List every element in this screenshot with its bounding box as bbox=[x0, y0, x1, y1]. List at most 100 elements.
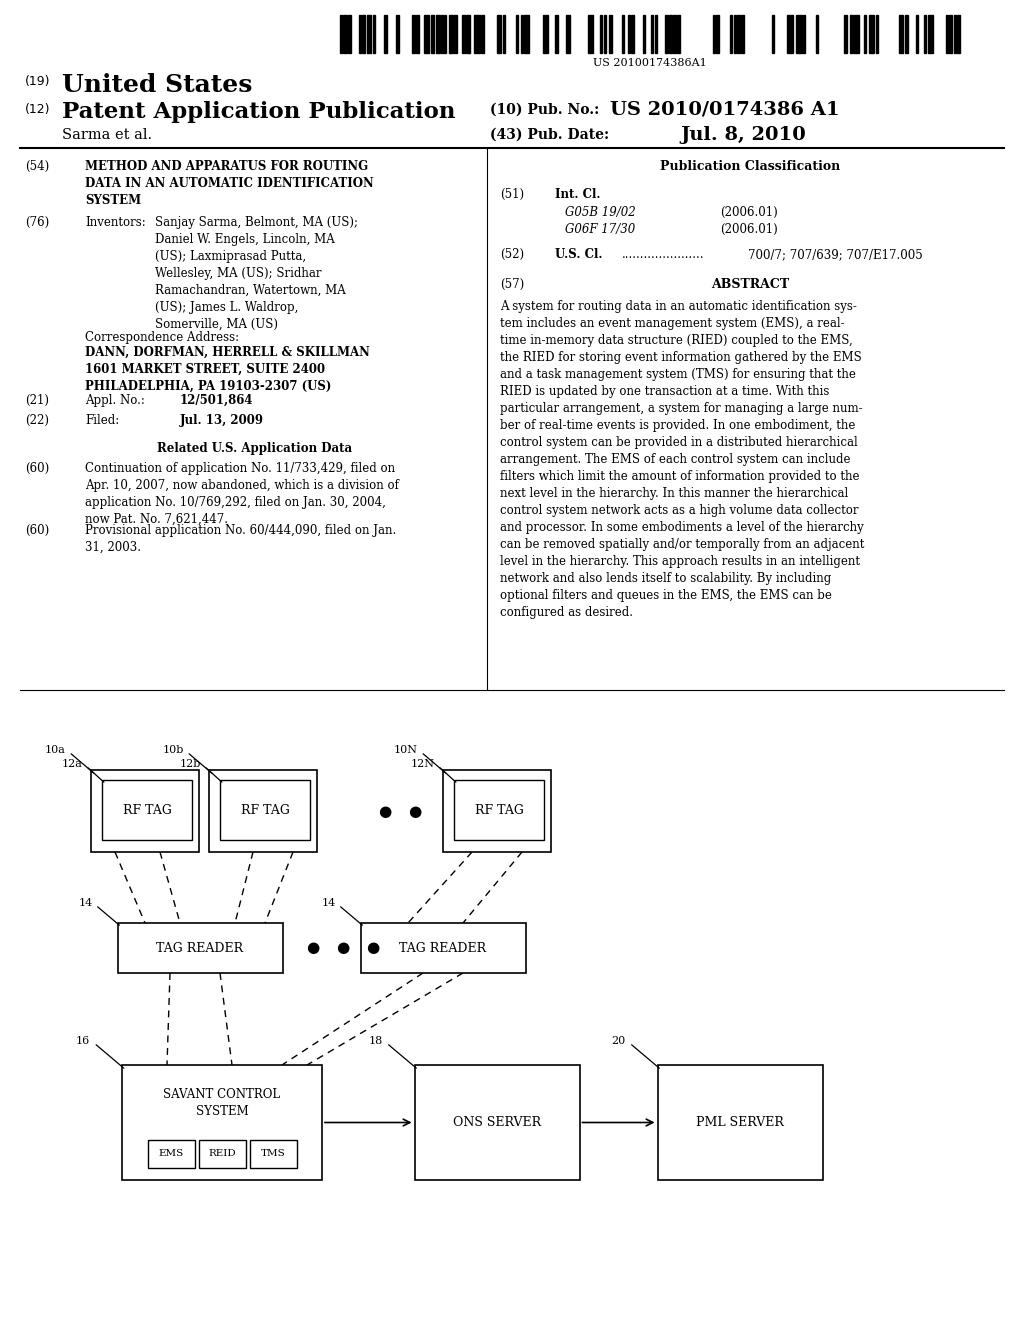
Bar bbox=[730, 15, 732, 53]
Text: (22): (22) bbox=[25, 414, 49, 426]
Text: U.S. Cl.: U.S. Cl. bbox=[555, 248, 602, 261]
Bar bbox=[91, 770, 199, 851]
Bar bbox=[348, 15, 351, 53]
Bar bbox=[772, 15, 774, 53]
Bar bbox=[481, 15, 484, 53]
Text: Sanjay Sarma, Belmont, MA (US);
Daniel W. Engels, Lincoln, MA
(US); Laxmiprasad : Sanjay Sarma, Belmont, MA (US); Daniel W… bbox=[155, 216, 358, 331]
Bar bbox=[924, 15, 926, 53]
Text: (57): (57) bbox=[500, 279, 524, 290]
Bar bbox=[431, 15, 434, 53]
Text: United States: United States bbox=[62, 73, 252, 96]
Text: 18: 18 bbox=[369, 1036, 383, 1045]
Text: (60): (60) bbox=[25, 524, 49, 537]
Bar bbox=[384, 15, 387, 53]
Bar bbox=[869, 15, 874, 53]
Bar bbox=[928, 15, 933, 53]
Text: 14: 14 bbox=[78, 898, 92, 908]
Bar bbox=[864, 15, 866, 53]
Bar bbox=[474, 15, 480, 53]
Bar bbox=[655, 15, 657, 53]
Text: Appl. No.:: Appl. No.: bbox=[85, 393, 144, 407]
Bar bbox=[631, 15, 634, 53]
Bar bbox=[516, 15, 518, 53]
Text: 10b: 10b bbox=[163, 744, 184, 755]
Bar bbox=[657, 1065, 822, 1180]
Text: DANN, DORFMAN, HERRELL & SKILLMAN
1601 MARKET STREET, SUITE 2400
PHILADELPHIA, P: DANN, DORFMAN, HERRELL & SKILLMAN 1601 M… bbox=[85, 346, 370, 393]
Bar bbox=[416, 15, 419, 53]
Bar bbox=[454, 15, 457, 53]
Text: RF TAG: RF TAG bbox=[241, 804, 290, 817]
Text: SAVANT CONTROL
SYSTEM: SAVANT CONTROL SYSTEM bbox=[164, 1088, 281, 1118]
Bar bbox=[555, 15, 558, 53]
Bar bbox=[665, 15, 668, 53]
Bar bbox=[524, 15, 529, 53]
Bar bbox=[957, 15, 961, 53]
Bar bbox=[340, 15, 342, 53]
Text: (12): (12) bbox=[25, 103, 50, 116]
Bar bbox=[462, 15, 465, 53]
Bar bbox=[916, 15, 918, 53]
Bar bbox=[441, 15, 443, 53]
Bar bbox=[373, 15, 375, 53]
Text: Int. Cl.: Int. Cl. bbox=[555, 187, 600, 201]
Text: Publication Classification: Publication Classification bbox=[659, 160, 840, 173]
Text: (10) Pub. No.:: (10) Pub. No.: bbox=[490, 103, 599, 117]
Text: 14: 14 bbox=[322, 898, 336, 908]
Bar bbox=[588, 15, 593, 53]
Text: TAG READER: TAG READER bbox=[157, 941, 244, 954]
Text: (19): (19) bbox=[25, 75, 50, 88]
Text: (60): (60) bbox=[25, 462, 49, 475]
Text: (76): (76) bbox=[25, 216, 49, 228]
Bar bbox=[102, 780, 193, 840]
Bar bbox=[787, 15, 793, 53]
Text: ●: ● bbox=[336, 940, 349, 956]
Text: ......................: ...................... bbox=[622, 248, 705, 261]
Bar bbox=[209, 770, 317, 851]
Text: REID: REID bbox=[208, 1150, 236, 1159]
Bar bbox=[122, 1065, 322, 1180]
Bar bbox=[359, 15, 361, 53]
Text: US 2010/0174386 A1: US 2010/0174386 A1 bbox=[610, 102, 840, 119]
Text: 10N: 10N bbox=[394, 744, 418, 755]
Bar bbox=[737, 15, 740, 53]
Text: EMS: EMS bbox=[159, 1150, 183, 1159]
Bar bbox=[876, 15, 878, 53]
Bar bbox=[946, 15, 948, 53]
Bar bbox=[677, 15, 680, 53]
Bar bbox=[250, 1140, 297, 1168]
Bar bbox=[673, 15, 676, 53]
Text: (54): (54) bbox=[25, 160, 49, 173]
Text: US 20100174386A1: US 20100174386A1 bbox=[593, 58, 707, 69]
Text: ●: ● bbox=[409, 804, 422, 820]
Bar bbox=[905, 15, 908, 53]
Text: A system for routing data in an automatic identification sys-
tem includes an ev: A system for routing data in an automati… bbox=[500, 300, 864, 619]
Bar bbox=[844, 15, 847, 53]
Bar bbox=[220, 780, 310, 840]
Text: 12N: 12N bbox=[411, 759, 435, 770]
Text: Jul. 13, 2009: Jul. 13, 2009 bbox=[180, 414, 264, 426]
Bar bbox=[199, 1140, 246, 1168]
Text: Jul. 8, 2010: Jul. 8, 2010 bbox=[680, 125, 806, 144]
Bar bbox=[449, 15, 453, 53]
Bar bbox=[609, 15, 612, 53]
Text: 700/7; 707/639; 707/E17.005: 700/7; 707/639; 707/E17.005 bbox=[748, 248, 923, 261]
Bar bbox=[466, 15, 470, 53]
Bar bbox=[396, 15, 399, 53]
Bar bbox=[816, 15, 818, 53]
Bar bbox=[566, 15, 570, 53]
Bar bbox=[854, 15, 859, 53]
Bar bbox=[604, 15, 606, 53]
Text: (52): (52) bbox=[500, 248, 524, 261]
Text: Provisional application No. 60/444,090, filed on Jan.
31, 2003.: Provisional application No. 60/444,090, … bbox=[85, 524, 396, 554]
Text: RF TAG: RF TAG bbox=[474, 804, 523, 817]
Text: Continuation of application No. 11/733,429, filed on
Apr. 10, 2007, now abandone: Continuation of application No. 11/733,4… bbox=[85, 462, 399, 525]
Text: Sarma et al.: Sarma et al. bbox=[62, 128, 153, 143]
Bar bbox=[600, 15, 602, 53]
Bar bbox=[443, 770, 551, 851]
Text: PML SERVER: PML SERVER bbox=[696, 1115, 784, 1129]
Bar bbox=[444, 15, 446, 53]
Text: Related U.S. Application Data: Related U.S. Application Data bbox=[158, 442, 352, 455]
Bar bbox=[367, 15, 371, 53]
Text: 12b: 12b bbox=[179, 759, 201, 770]
Bar bbox=[669, 15, 672, 53]
